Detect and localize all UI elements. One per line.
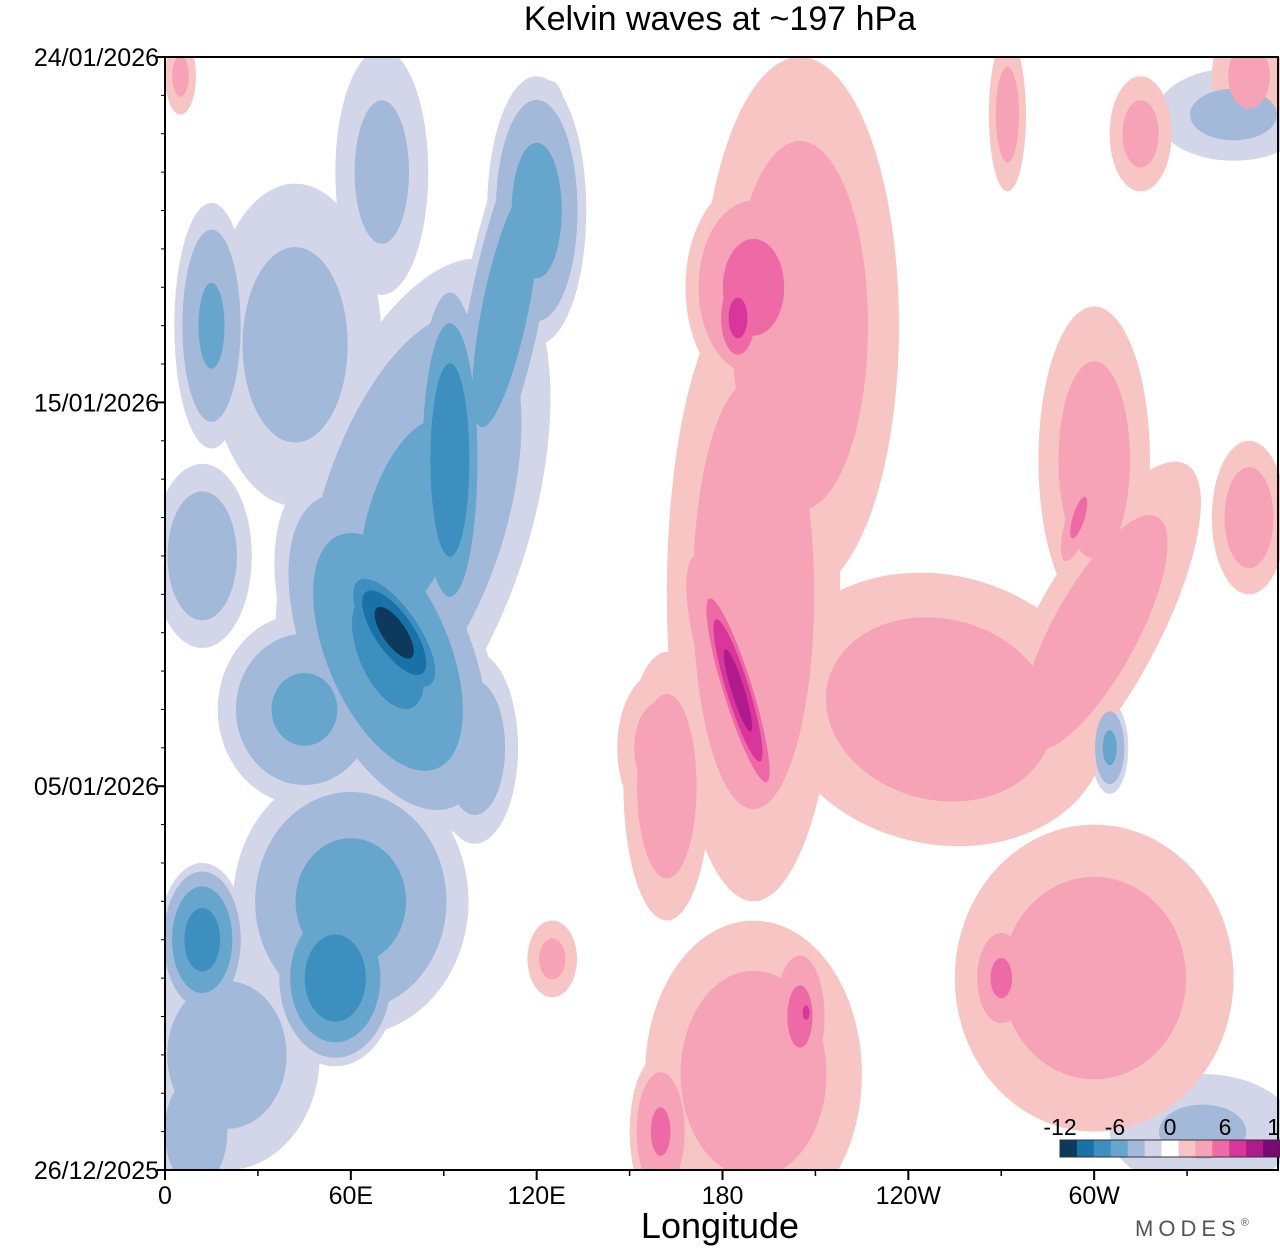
colorbar-swatch — [1127, 1140, 1146, 1157]
colorbar-swatch — [1076, 1140, 1095, 1157]
contour-level-33-1 — [1002, 876, 1187, 1080]
contour-field — [165, 57, 1280, 1170]
x-tick-label: 60E — [329, 1182, 373, 1210]
contour-level-0-1 — [242, 247, 348, 443]
chart-title: Kelvin waves at ~197 hPa — [524, 0, 916, 38]
contour-level-39-1 — [634, 701, 687, 795]
contour-level-15-1 — [165, 1076, 228, 1170]
contour-level-17-2 — [1102, 730, 1117, 766]
contour-level-12-3 — [304, 934, 366, 1022]
contour-level-5-2 — [511, 142, 562, 279]
contour-level-41-1 — [1122, 100, 1159, 168]
y-tick-label: 05/01/2026 — [34, 773, 159, 801]
colorbar-swatch — [1246, 1140, 1264, 1157]
colorbar-swatch — [1229, 1140, 1247, 1157]
colorbar-swatch — [1161, 1140, 1179, 1157]
x-axis-label: Longitude — [641, 1205, 799, 1246]
contour-level-32-1 — [1224, 466, 1274, 569]
colorbar-frame — [1059, 1139, 1280, 1158]
contour-level-26-4 — [723, 649, 753, 732]
contour-level-9-5 — [374, 606, 414, 659]
colorbar-tick-label: 6 — [1219, 1114, 1232, 1140]
colorbar-swatch — [1263, 1140, 1280, 1157]
brand-logo: MODES® — [1135, 1216, 1254, 1241]
colorbar-tick-label: 12 — [1267, 1114, 1280, 1140]
x-tick-label: 120E — [507, 1182, 565, 1210]
y-tick-label: 26/12/2025 — [34, 1157, 159, 1185]
colorbar-swatch — [1060, 1140, 1078, 1157]
brand-trademark: ® — [1241, 1217, 1254, 1229]
contour-level-23-1 — [776, 225, 823, 311]
contour-level-43-1 — [539, 938, 566, 980]
brand-label: MODES — [1135, 1216, 1241, 1241]
x-axis: 0 60E 120E 180 120W 60W — [158, 1170, 1188, 1210]
contour-level-22-3 — [728, 297, 748, 339]
contour-level-29-1 — [1020, 515, 1168, 751]
colorbar-swatch — [1093, 1140, 1112, 1157]
contour-level-28-1 — [825, 617, 1053, 802]
contour-level-1-1 — [354, 100, 409, 244]
contour-level-34-2 — [990, 958, 1013, 999]
contour-level-7-1 — [167, 491, 237, 621]
colorbar-swatch — [1178, 1140, 1196, 1157]
colorbar-tick-label: -6 — [1105, 1114, 1125, 1140]
y-axis: 26/12/2025 05/01/2026 15/01/2026 24/01/2026 — [34, 44, 165, 1185]
contour-level-42-1 — [1228, 57, 1270, 109]
colorbar-swatch — [1110, 1140, 1129, 1157]
contour-level-13-3 — [184, 908, 221, 972]
y-tick-label: 24/01/2026 — [34, 44, 159, 72]
x-tick-label: 60W — [1068, 1182, 1120, 1210]
colorbar-swatch — [1212, 1140, 1230, 1157]
x-tick-label: 120W — [876, 1182, 942, 1210]
y-tick-label: 15/01/2026 — [34, 389, 159, 417]
contour-level-10-2 — [271, 673, 338, 746]
colorbar: -12 -6 0 6 12 — [1043, 1114, 1280, 1158]
colorbar-tick-label: 0 — [1164, 1114, 1177, 1140]
x-tick-label: 0 — [158, 1182, 172, 1210]
contour-level-37-3 — [802, 1005, 810, 1020]
contour-level-3-3 — [430, 363, 470, 557]
colorbar-tick-label: -12 — [1043, 1114, 1076, 1140]
x-tick-label: 180 — [702, 1182, 744, 1210]
contour-level-38-2 — [650, 1107, 671, 1156]
contour-level-31-2 — [1070, 496, 1088, 539]
colorbar-swatch — [1144, 1140, 1162, 1157]
contour-level-44-1 — [172, 57, 189, 97]
contour-level-40-1 — [995, 66, 1020, 163]
contour-level-6-2 — [198, 282, 225, 369]
colorbar-swatch — [1195, 1140, 1213, 1157]
